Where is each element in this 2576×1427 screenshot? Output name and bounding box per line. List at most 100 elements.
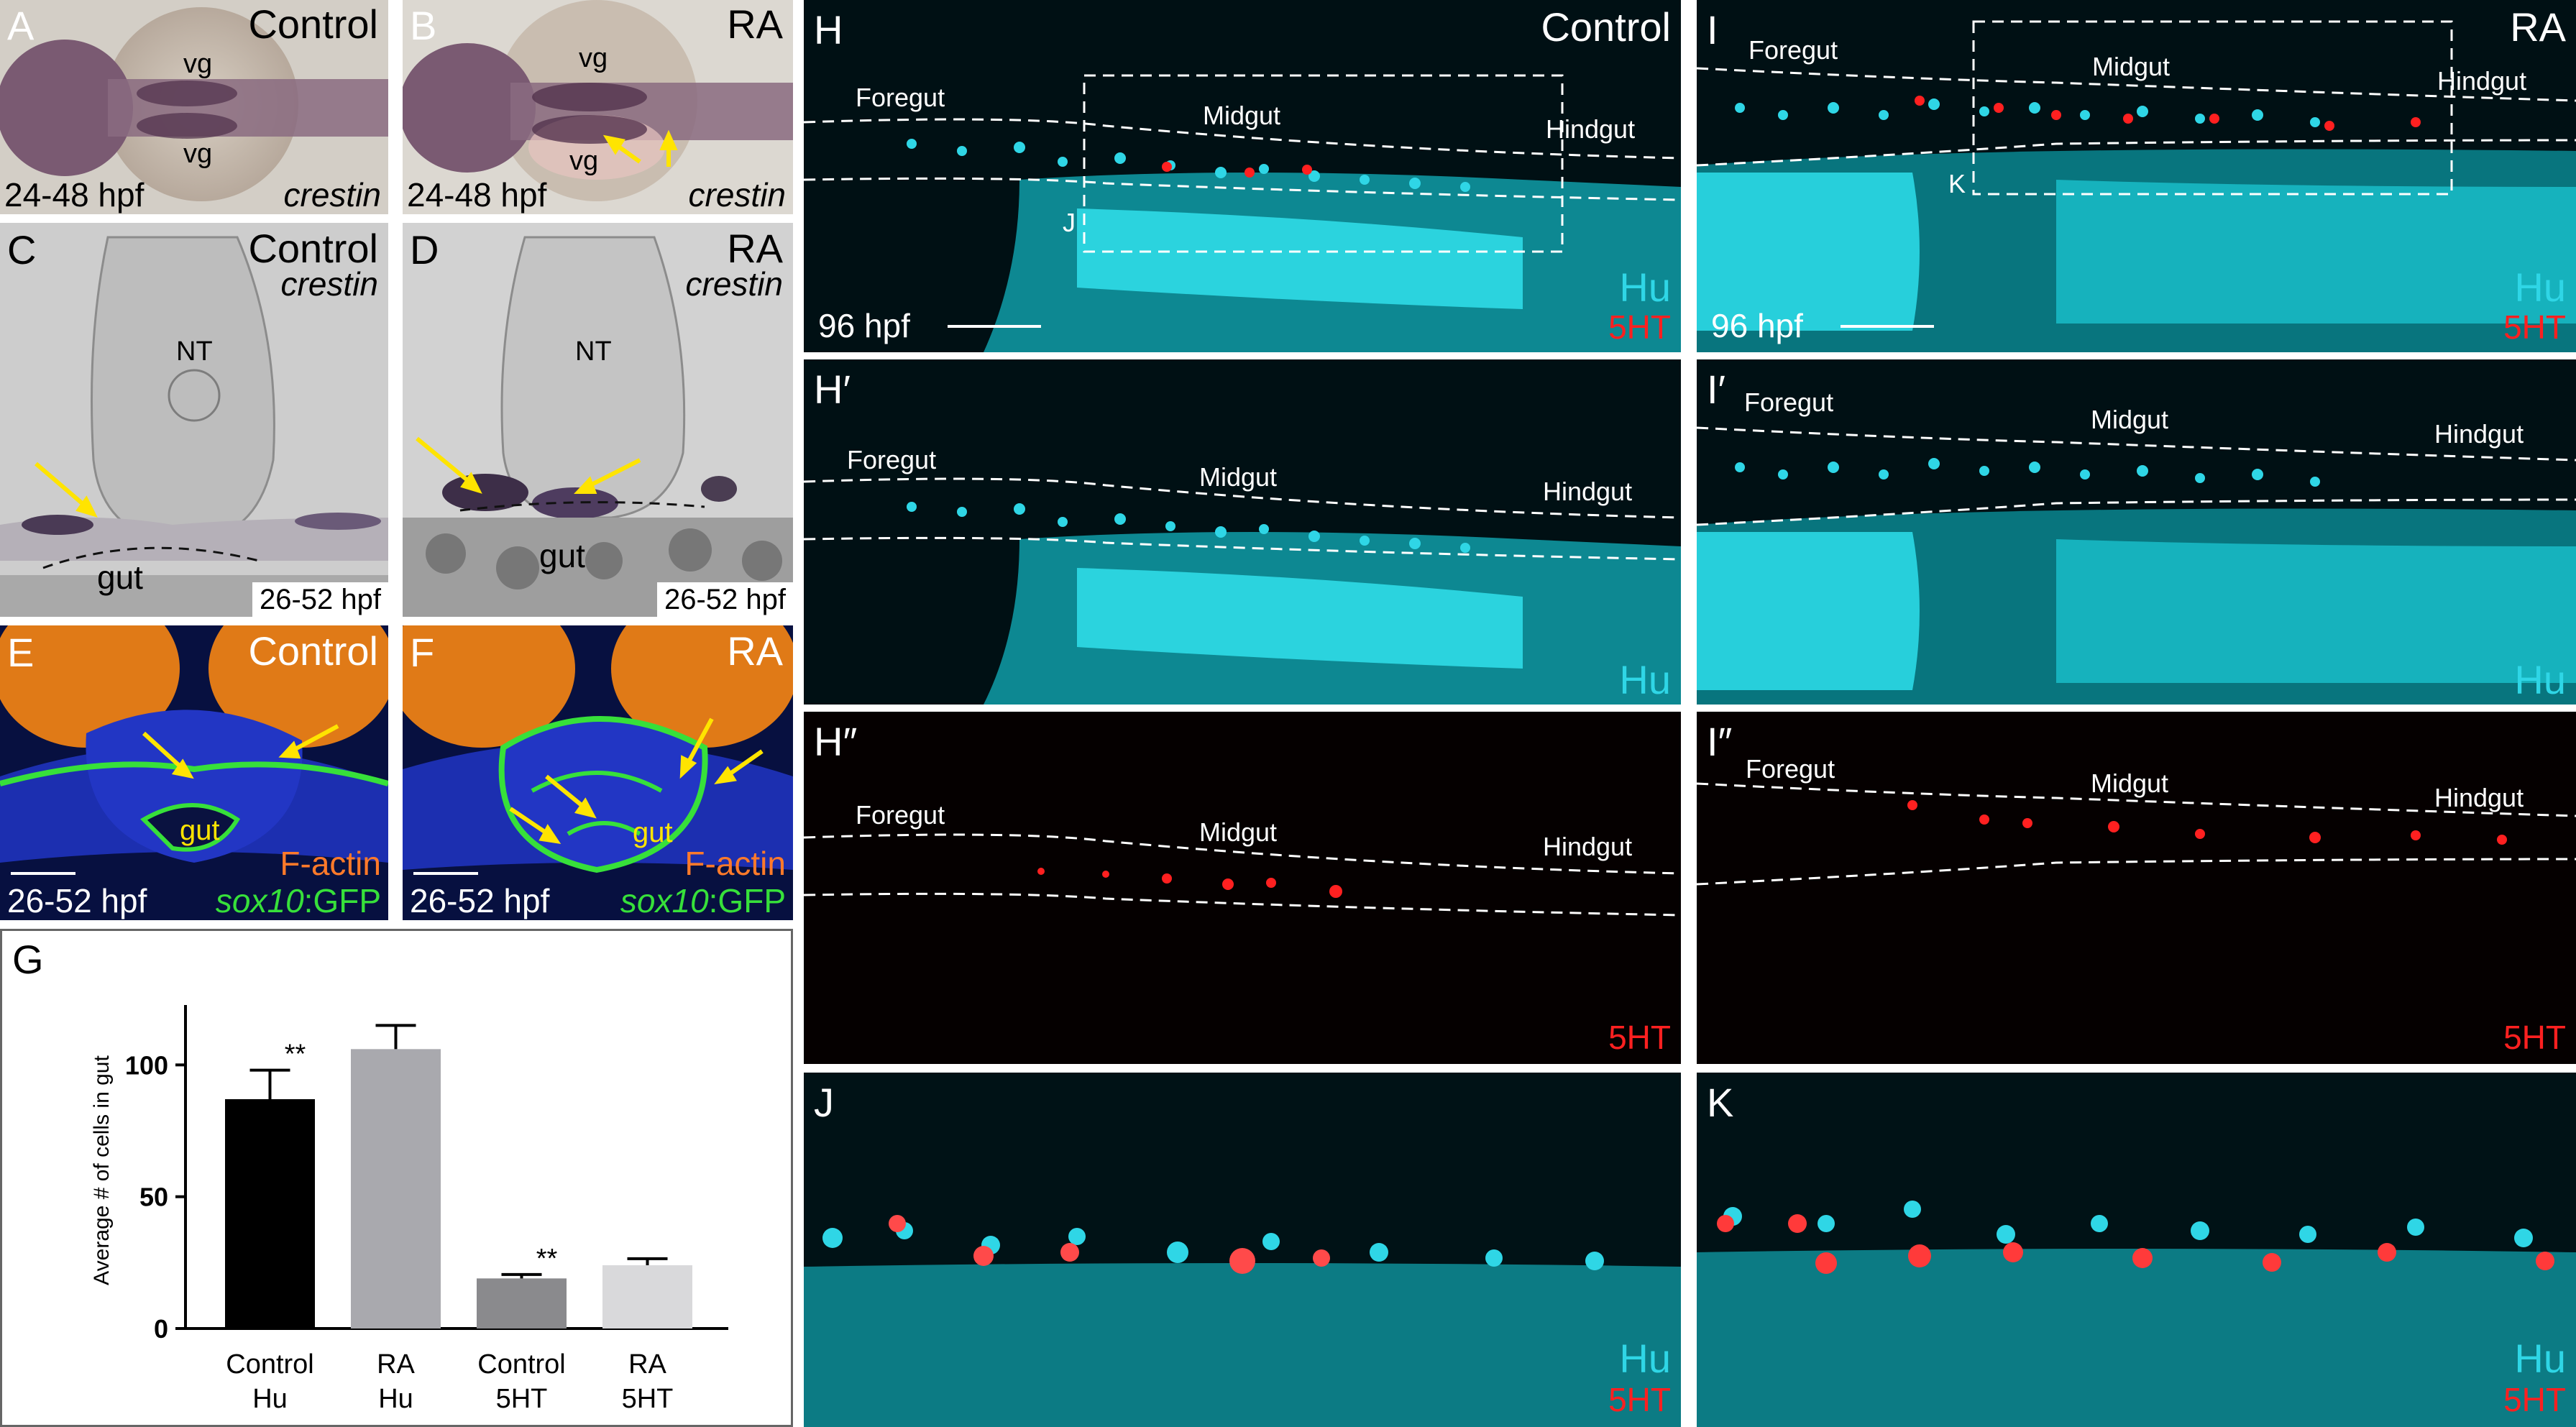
- x-tick-label: Control: [477, 1349, 566, 1380]
- region-label: Midgut: [1199, 817, 1278, 847]
- scale-bar: [11, 872, 75, 875]
- stain-label: Hu: [2514, 657, 2566, 702]
- x-tick-label: RA: [628, 1349, 666, 1380]
- bar: [225, 1099, 315, 1329]
- vg-label: vg: [569, 146, 599, 176]
- scale-bar: [948, 325, 1041, 328]
- stain-label: Hu: [2514, 265, 2566, 310]
- x-tick-label: RA: [377, 1349, 415, 1380]
- panel-letter: G: [12, 937, 44, 982]
- region-label: Hindgut: [2437, 66, 2527, 96]
- condition-label: RA: [727, 628, 783, 674]
- stain-label: Hu: [1619, 657, 1671, 702]
- panel-j: J Hu 5HT: [804, 1073, 1681, 1427]
- probe-label: crestin: [280, 265, 378, 303]
- stage-label: 24-48 hpf: [4, 176, 145, 214]
- panel-i-double-prime: I″ Foregut Midgut Hindgut 5HT: [1697, 712, 2576, 1064]
- nt-label: NT: [575, 336, 612, 367]
- arrow-icon: [509, 717, 764, 844]
- condition-label: Control: [1541, 4, 1671, 50]
- panel-letter: I′: [1707, 367, 1726, 412]
- region-label: Midgut: [1199, 462, 1278, 492]
- stain-label: Hu: [2514, 1336, 2566, 1381]
- region-label: Foregut: [1746, 754, 1835, 784]
- stage-label: 26-52 hpf: [252, 582, 388, 617]
- panel-a: A Control vg vg 24-48 hpf crestin: [0, 0, 388, 214]
- x-tick-label: Control: [226, 1349, 314, 1380]
- stain-label: sox10:GFP: [620, 884, 786, 917]
- panel-k: K Hu 5HT: [1697, 1073, 2576, 1427]
- gene-name: sox10: [620, 882, 709, 919]
- arrow-icon: [142, 724, 339, 779]
- bar: [351, 1049, 441, 1329]
- stain-label: F-actin: [684, 845, 786, 882]
- stain-label: sox10:GFP: [216, 884, 381, 917]
- region-label: Hindgut: [1543, 477, 1633, 506]
- stain-label: Hu: [1619, 265, 1671, 310]
- panel-letter: I″: [1707, 719, 1733, 764]
- panel-i: I RA Foregut Midgut Hindgut K 96 hpf Hu …: [1697, 0, 2576, 352]
- panel-letter: K: [1707, 1080, 1734, 1125]
- bar-chart: 0 50 100 Average # of cells in gut Control Hu…: [90, 1005, 728, 1414]
- panel-c: C Control crestin NT gut 26-52 hpf: [0, 223, 388, 617]
- panel-d: D RA crestin NT gut 26-52 hpf: [403, 223, 793, 617]
- condition-label: RA: [727, 1, 783, 47]
- panel-b: B RA vg vg 24-48 hpf crestin: [403, 0, 793, 214]
- stage-label: 26-52 hpf: [656, 582, 793, 617]
- panel-i-prime: I′ Foregut Midgut Hindgut Hu: [1697, 359, 2576, 705]
- x-tick-label: 5HT: [496, 1384, 548, 1414]
- stain-label: F-actin: [280, 845, 381, 882]
- region-label: Foregut: [856, 800, 945, 830]
- panel-h-double-prime: H″ Foregut Midgut Hindgut 5HT: [804, 712, 1681, 1064]
- panel-letter: B: [410, 3, 437, 48]
- panel-e: E Control gut 26-52 hpf F-actin sox10:GF…: [0, 625, 388, 920]
- panel-g: G 0 50 100 Average # of cells in gut Control…: [0, 929, 793, 1427]
- stain-label: 5HT: [2503, 308, 2566, 346]
- condition-label: RA: [727, 226, 783, 271]
- panel-letter: F: [410, 630, 435, 675]
- panel-i-image: [1697, 0, 2576, 352]
- gut-label: gut: [180, 815, 220, 846]
- arrow-icon: [416, 436, 641, 494]
- arrow-icon: [35, 462, 98, 518]
- box-label: J: [1063, 208, 1076, 237]
- panel-h: H Control Foregut Midgut Hindgut J 96 hp…: [804, 0, 1681, 352]
- panel-h-prime: H′ Foregut Midgut Hindgut Hu: [804, 359, 1681, 705]
- arrow-icon: [602, 129, 678, 167]
- stain-label: Hu: [1619, 1336, 1671, 1381]
- region-label: Hindgut: [2434, 783, 2524, 812]
- panel-letter: E: [7, 630, 35, 675]
- panel-letter: J: [814, 1080, 834, 1125]
- box-label: K: [1948, 169, 1966, 198]
- vg-label: vg: [183, 49, 213, 79]
- panel-h-image: [804, 0, 1681, 352]
- bar: [602, 1265, 692, 1329]
- significance-label: **: [285, 1040, 306, 1070]
- panel-f-image: [403, 625, 793, 920]
- region-label: Foregut: [847, 445, 937, 474]
- gene-name: sox10: [215, 882, 304, 919]
- probe-label: crestin: [688, 176, 786, 214]
- panel-i-double-prime-image: [1697, 712, 2576, 1064]
- panel-letter: H′: [814, 367, 851, 412]
- gut-label: gut: [633, 817, 673, 848]
- region-label: Foregut: [856, 83, 945, 112]
- reporter-suffix: :GFP: [708, 882, 786, 919]
- region-label: Midgut: [2092, 52, 2171, 81]
- panel-a-image: [0, 0, 388, 214]
- gut-label: gut: [97, 559, 143, 596]
- stage-label: 96 hpf: [1711, 307, 1803, 344]
- x-tick-label: 5HT: [622, 1384, 674, 1414]
- scale-bar: [1841, 325, 1934, 328]
- panel-letter: C: [7, 227, 37, 272]
- region-label: Midgut: [2091, 768, 2169, 798]
- condition-label: Control: [248, 226, 378, 271]
- panel-j-image: [804, 1073, 1681, 1427]
- panel-letter: H: [814, 7, 843, 52]
- panel-h-prime-image: [804, 359, 1681, 705]
- region-label: Hindgut: [2434, 419, 2524, 449]
- region-label: Foregut: [1744, 387, 1834, 417]
- panel-letter: D: [410, 227, 439, 272]
- panel-i-prime-image: [1697, 359, 2576, 705]
- stain-label: 5HT: [1608, 1381, 1671, 1418]
